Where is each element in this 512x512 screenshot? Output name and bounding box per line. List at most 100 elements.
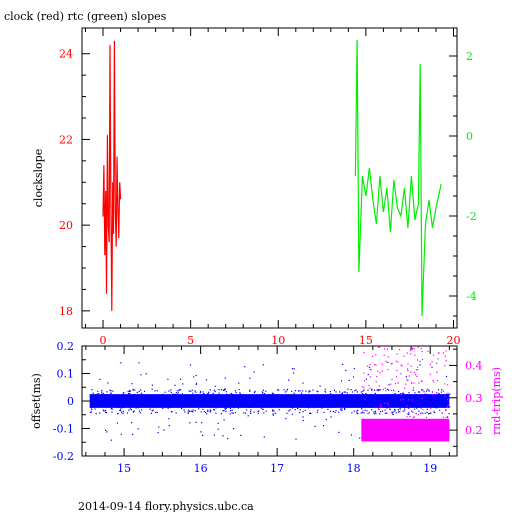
offset-point bbox=[379, 406, 381, 408]
offset-point bbox=[303, 405, 305, 407]
offset-point bbox=[192, 409, 194, 411]
rndtrip-point bbox=[420, 413, 422, 415]
offset-point bbox=[272, 410, 274, 412]
offset-point bbox=[141, 409, 143, 411]
offset-point bbox=[439, 394, 441, 396]
offset-point bbox=[154, 390, 156, 392]
offset-point bbox=[370, 402, 372, 404]
offset-point bbox=[187, 411, 189, 413]
offset-point bbox=[335, 399, 337, 401]
offset-point bbox=[306, 399, 308, 401]
offset-point bbox=[208, 395, 210, 397]
offset-point bbox=[151, 401, 153, 403]
offset-point bbox=[373, 411, 375, 413]
rndtrip-point bbox=[442, 416, 444, 418]
offset-point bbox=[341, 408, 343, 410]
offset-point bbox=[364, 402, 366, 405]
offset-point bbox=[291, 368, 294, 370]
offset-point bbox=[332, 399, 334, 401]
offset-point bbox=[379, 402, 381, 404]
offset-point bbox=[207, 410, 209, 412]
offset-point bbox=[260, 396, 263, 399]
offset-point bbox=[140, 389, 142, 391]
rndtrip-point bbox=[385, 390, 387, 392]
offset-point bbox=[217, 422, 219, 424]
offset-point bbox=[315, 402, 317, 404]
offset-point bbox=[200, 411, 202, 413]
offset-point bbox=[134, 393, 136, 396]
offset-point bbox=[102, 409, 104, 411]
offset-point bbox=[419, 402, 421, 404]
offset-point bbox=[367, 389, 369, 391]
rndtrip-point bbox=[371, 355, 374, 357]
offset-point bbox=[373, 398, 375, 400]
offset-point bbox=[378, 389, 380, 391]
offset-point bbox=[386, 407, 388, 409]
offset-point bbox=[208, 391, 210, 393]
offset-point bbox=[399, 396, 401, 398]
offset-point bbox=[221, 406, 224, 408]
offset-point bbox=[364, 409, 366, 411]
bottom-y2-axis-label: rnd-trip(ms) bbox=[490, 367, 503, 435]
top-x-tick-label: 15 bbox=[359, 334, 373, 347]
offset-point bbox=[206, 413, 208, 415]
rndtrip-point bbox=[413, 416, 415, 418]
offset-point bbox=[90, 411, 92, 413]
offset-point bbox=[325, 418, 327, 421]
offset-point bbox=[384, 400, 386, 402]
offset-point bbox=[133, 395, 135, 397]
offset-point bbox=[244, 399, 246, 401]
offset-point bbox=[317, 391, 319, 393]
offset-point bbox=[431, 366, 433, 368]
rndtrip-point bbox=[446, 406, 448, 408]
offset-point bbox=[213, 398, 215, 400]
offset-point bbox=[207, 392, 209, 395]
rndtrip-point bbox=[396, 376, 398, 378]
offset-point bbox=[192, 396, 195, 398]
offset-point bbox=[274, 404, 276, 406]
offset-point bbox=[286, 390, 288, 392]
offset-point bbox=[175, 412, 177, 414]
offset-point bbox=[267, 404, 269, 406]
offset-point bbox=[90, 402, 92, 404]
offset-point bbox=[354, 405, 356, 408]
offset-point bbox=[170, 407, 172, 409]
offset-point bbox=[276, 398, 278, 400]
offset-point bbox=[348, 406, 350, 408]
offset-point bbox=[239, 393, 242, 395]
offset-point bbox=[374, 411, 377, 413]
offset-point bbox=[438, 393, 440, 395]
rndtrip-point bbox=[403, 355, 405, 357]
rndtrip-point bbox=[413, 382, 415, 384]
rndtrip-point bbox=[432, 379, 434, 382]
offset-point bbox=[370, 397, 372, 400]
offset-point bbox=[135, 407, 137, 409]
rndtrip-point bbox=[429, 373, 431, 375]
offset-point bbox=[131, 383, 133, 385]
offset-point bbox=[224, 377, 226, 379]
rndtrip-point bbox=[409, 349, 411, 352]
offset-point bbox=[309, 412, 312, 414]
rndtrip-point bbox=[445, 350, 447, 352]
offset-point bbox=[384, 409, 386, 411]
rndtrip-point bbox=[408, 375, 410, 377]
offset-point bbox=[443, 396, 445, 398]
offset-point bbox=[138, 390, 140, 392]
offset-point bbox=[403, 401, 405, 403]
offset-point bbox=[383, 396, 386, 399]
offset-point bbox=[127, 393, 130, 395]
offset-point bbox=[195, 382, 198, 384]
bottom-y2-tick-label: 0.2 bbox=[465, 424, 483, 437]
rndtrip-point bbox=[446, 416, 449, 419]
offset-point bbox=[285, 395, 287, 397]
rndtrip-point bbox=[437, 358, 439, 360]
offset-point bbox=[291, 413, 294, 415]
rndtrip-point bbox=[417, 413, 420, 416]
offset-point bbox=[285, 400, 287, 402]
offset-point bbox=[122, 397, 125, 399]
offset-point bbox=[91, 409, 93, 411]
offset-point bbox=[360, 406, 362, 408]
offset-point bbox=[141, 401, 143, 403]
offset-point bbox=[350, 389, 352, 391]
offset-point bbox=[296, 406, 298, 408]
